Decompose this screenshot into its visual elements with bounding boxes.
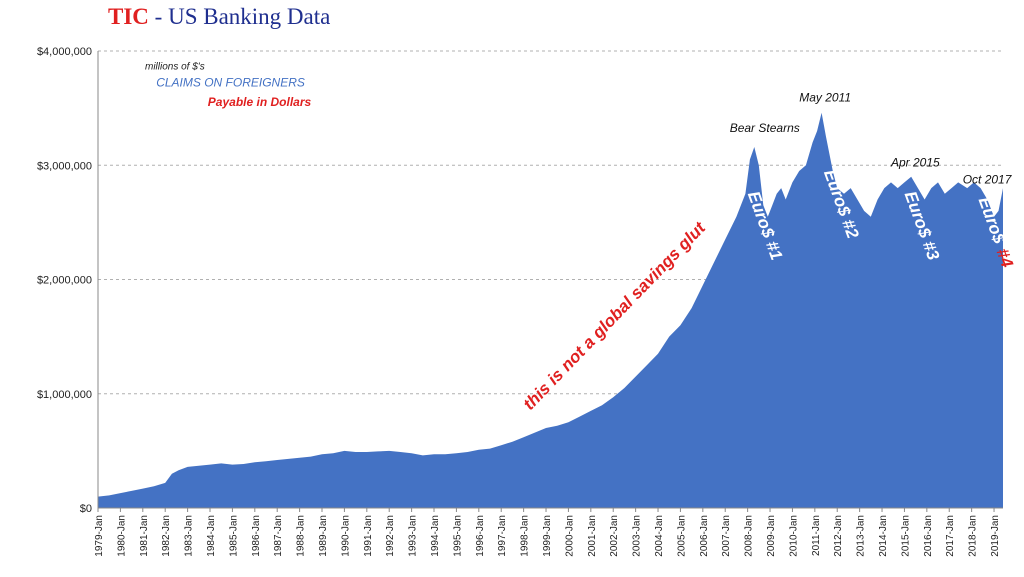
annotation: Bear Stearns <box>730 121 800 135</box>
x-tick-label: 1999-Jan <box>542 515 553 557</box>
annotation: CLAIMS ON FOREIGNERS <box>156 75 305 89</box>
y-tick-label: $1,000,000 <box>37 389 92 401</box>
x-tick-label: 1986-Jan <box>251 515 262 557</box>
x-tick-label: 2006-Jan <box>699 515 710 557</box>
x-tick-label: 2003-Jan <box>632 515 643 557</box>
x-tick-label: 1981-Jan <box>139 515 150 557</box>
claims-area-series <box>98 112 1003 508</box>
annotation: Payable in Dollars <box>208 95 312 109</box>
x-tick-label: 2001-Jan <box>587 515 598 557</box>
x-tick-label: 1995-Jan <box>452 515 463 557</box>
x-tick-label: 1983-Jan <box>184 515 195 557</box>
x-tick-label: 2011-Jan <box>811 515 822 556</box>
y-tick-label: $3,000,000 <box>37 160 92 172</box>
x-tick-label: 2017-Jan <box>945 515 956 557</box>
x-tick-label: 1989-Jan <box>318 515 329 557</box>
y-tick-label: $0 <box>80 503 92 515</box>
x-tick-label: 2014-Jan <box>878 515 889 557</box>
y-tick-label: $4,000,000 <box>37 46 92 58</box>
x-tick-label: 2019-Jan <box>990 515 1001 557</box>
x-tick-label: 1993-Jan <box>408 515 419 557</box>
x-tick-label: 1996-Jan <box>475 515 486 557</box>
annotation: May 2011 <box>799 90 851 104</box>
chart-title-tic: TIC <box>108 4 149 29</box>
x-tick-label: 2002-Jan <box>609 515 620 557</box>
x-tick-label: 1984-Jan <box>206 515 217 557</box>
x-tick-label: 2013-Jan <box>856 515 867 557</box>
chart-title: TIC - US Banking Data <box>108 4 330 30</box>
x-tick-label: 1997-Jan <box>497 515 508 557</box>
x-tick-label: 1992-Jan <box>385 515 396 557</box>
x-tick-label: 1990-Jan <box>340 515 351 557</box>
x-tick-label: 2015-Jan <box>900 515 911 557</box>
y-axis: $0 $1,000,000 $2,000,000 $3,000,000 $4,000,0… <box>37 46 99 515</box>
x-tick-label: 2005-Jan <box>676 515 687 557</box>
x-tick-label: 1987-Jan <box>273 515 284 557</box>
x-tick-label: 1994-Jan <box>430 515 441 557</box>
x-tick-label: 2009-Jan <box>766 515 777 557</box>
chart-title-separator: - <box>148 4 169 29</box>
annotation: Oct 2017 <box>963 173 1013 187</box>
x-tick-label: 2008-Jan <box>744 515 755 557</box>
x-tick-label: 1982-Jan <box>161 515 172 557</box>
x-tick-label: 2000-Jan <box>564 515 575 557</box>
chart-title-main: US Banking Data <box>168 4 331 29</box>
y-tick-label: $2,000,000 <box>37 275 92 287</box>
x-tick-label: 1980-Jan <box>116 515 127 557</box>
x-tick-label: 1998-Jan <box>520 515 531 557</box>
x-tick-label: 2012-Jan <box>833 515 844 557</box>
x-tick-label: 1988-Jan <box>296 515 307 557</box>
annotation: Apr 2015 <box>890 155 940 169</box>
x-tick-label: 1979-Jan <box>94 515 105 557</box>
x-tick-label: 2010-Jan <box>788 515 799 557</box>
x-tick-label: 1991-Jan <box>363 515 374 557</box>
x-tick-label: 2007-Jan <box>721 515 732 557</box>
x-tick-label: 2004-Jan <box>654 515 665 557</box>
x-tick-label: 1985-Jan <box>228 515 239 557</box>
x-tick-label: 2018-Jan <box>968 515 979 557</box>
x-axis: 1979-Jan 1980-Jan 1981-Jan 1982-Jan 1983-Jan… <box>94 507 1003 557</box>
gridlines <box>98 50 1003 395</box>
annotation: millions of $'s <box>145 61 205 72</box>
x-tick-label: 2016-Jan <box>923 515 934 557</box>
